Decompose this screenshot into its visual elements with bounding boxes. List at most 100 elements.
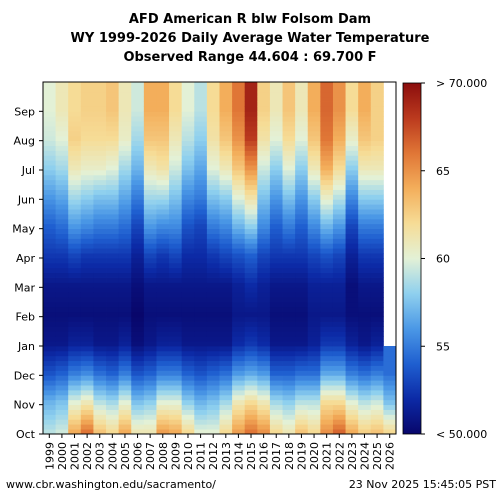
heatmap-cell xyxy=(143,424,157,430)
heatmap-cell xyxy=(307,165,321,171)
heatmap-cell xyxy=(55,86,69,93)
heatmap-cell xyxy=(106,272,120,278)
heatmap-cell xyxy=(358,248,372,254)
heatmap-cell xyxy=(206,101,220,107)
heatmap-cell xyxy=(194,414,208,420)
heatmap-cell xyxy=(345,355,359,362)
heatmap-cell xyxy=(219,326,233,332)
heatmap-cell xyxy=(43,160,57,166)
heatmap-cell xyxy=(106,253,120,259)
heatmap-cell xyxy=(295,262,309,269)
heatmap-cell xyxy=(68,165,82,171)
heatmap-cell xyxy=(169,121,183,127)
heatmap-cell xyxy=(345,184,359,190)
heatmap-cell xyxy=(169,135,183,142)
heatmap-cell xyxy=(307,101,321,107)
heatmap-cell xyxy=(80,346,94,352)
heatmap-cell xyxy=(358,394,372,401)
heatmap-cell xyxy=(156,365,170,371)
heatmap-cell xyxy=(194,277,208,283)
heatmap-cell xyxy=(194,355,208,362)
heatmap-cell xyxy=(156,292,170,298)
heatmap-cell xyxy=(383,414,397,420)
heatmap-cell xyxy=(282,199,296,205)
heatmap-cell xyxy=(370,370,384,376)
heatmap-cell xyxy=(106,96,120,102)
heatmap-cell xyxy=(93,287,107,293)
heatmap-cell xyxy=(320,336,334,342)
heatmap-cell xyxy=(206,82,220,88)
heatmap-cell xyxy=(269,209,283,215)
heatmap-cell xyxy=(206,292,220,298)
heatmap-cell xyxy=(93,91,107,98)
heatmap-cell xyxy=(345,126,359,132)
heatmap-cell xyxy=(131,385,145,391)
heatmap-cell xyxy=(143,214,157,220)
heatmap-cell xyxy=(232,233,246,239)
heatmap-cell xyxy=(143,238,157,244)
heatmap-cell xyxy=(269,404,283,410)
heatmap-cell xyxy=(332,126,346,132)
heatmap-cell xyxy=(257,277,271,283)
heatmap-cell xyxy=(43,331,57,337)
heatmap-cell xyxy=(106,341,120,347)
heatmap-cell xyxy=(169,170,183,176)
heatmap-cell xyxy=(93,341,107,347)
heatmap-cell xyxy=(370,160,384,166)
heatmap-cell xyxy=(55,91,69,98)
heatmap-cell xyxy=(345,199,359,205)
heatmap-cell xyxy=(244,282,258,288)
heatmap-cell xyxy=(93,106,107,112)
heatmap-cell xyxy=(244,287,258,293)
heatmap-cell xyxy=(358,360,372,366)
heatmap-cell xyxy=(244,336,258,342)
heatmap-cell xyxy=(345,390,359,396)
heatmap-cell xyxy=(370,385,384,391)
heatmap-cell xyxy=(156,341,170,347)
heatmap-cell xyxy=(307,218,321,225)
heatmap-cell xyxy=(80,336,94,342)
heatmap-cell xyxy=(80,96,94,102)
heatmap-cell xyxy=(118,228,132,234)
heatmap-cell xyxy=(332,130,346,137)
heatmap-cell xyxy=(332,331,346,337)
heatmap-cell xyxy=(282,243,296,249)
heatmap-cell xyxy=(68,174,82,181)
heatmap-cell xyxy=(156,399,170,406)
heatmap-cell xyxy=(169,365,183,371)
heatmap-cell xyxy=(282,126,296,132)
heatmap-cell xyxy=(118,331,132,337)
heatmap-cell xyxy=(143,101,157,107)
heatmap-cell xyxy=(307,189,321,195)
heatmap-cell xyxy=(282,370,296,376)
heatmap-cell xyxy=(156,165,170,171)
heatmap-cell xyxy=(345,101,359,107)
heatmap-cell xyxy=(131,311,145,318)
heatmap-cell xyxy=(244,341,258,347)
heatmap-cell xyxy=(156,326,170,332)
heatmap-cell xyxy=(320,272,334,278)
heatmap-cell xyxy=(43,218,57,225)
heatmap-cell xyxy=(345,321,359,327)
heatmap-cell xyxy=(345,429,359,435)
heatmap-cell xyxy=(232,404,246,410)
heatmap-cell xyxy=(80,140,94,146)
heatmap-cell xyxy=(282,287,296,293)
heatmap-cell xyxy=(80,326,94,332)
heatmap-cell xyxy=(307,341,321,347)
heatmap-cell xyxy=(118,91,132,98)
heatmap-cell xyxy=(345,179,359,186)
heatmap-cell xyxy=(43,375,57,381)
heatmap-cell xyxy=(269,297,283,303)
heatmap-cell xyxy=(282,346,296,352)
heatmap-cell xyxy=(131,155,145,161)
heatmap-cell xyxy=(295,209,309,215)
heatmap-cell xyxy=(206,355,220,362)
heatmap-cell xyxy=(232,91,246,98)
heatmap-cell xyxy=(219,170,233,176)
heatmap-cell xyxy=(80,111,94,117)
heatmap-cell xyxy=(232,155,246,161)
chart-title: AFD American R blw Folsom Dam xyxy=(128,12,372,27)
heatmap-cell xyxy=(370,155,384,161)
heatmap-cell xyxy=(370,346,384,352)
